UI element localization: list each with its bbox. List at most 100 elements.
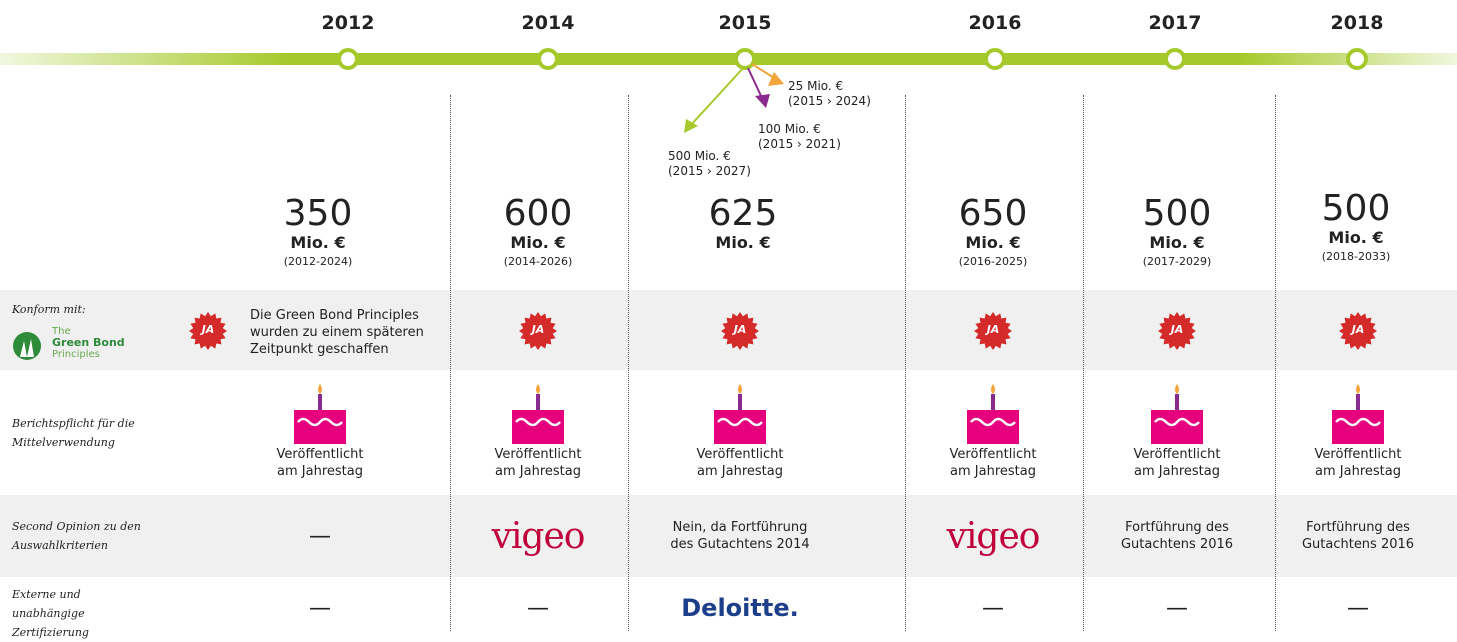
cell-text: Veröffentlicht am Jahrestag xyxy=(1314,447,1402,479)
cell-text: Veröffentlicht am Jahrestag xyxy=(696,447,784,479)
cake xyxy=(714,384,766,444)
badge-star xyxy=(721,312,759,350)
cell-text: Nein, da Fortführung des Gutachtens 2014 xyxy=(670,520,810,552)
issue: 600 Mio. € (2014-2026) xyxy=(468,195,608,271)
tranche: 25 Mio. € (2015 › 2024) xyxy=(788,79,871,109)
tranche-term: (2015 › 2024) xyxy=(788,94,871,108)
gbp-text: Principles xyxy=(52,349,100,360)
issue-amount: 500 xyxy=(1142,193,1212,234)
year-label: 2012 xyxy=(321,12,375,34)
badge-text: JA xyxy=(986,323,1000,336)
timeline-bar xyxy=(0,53,1457,65)
timeline-node xyxy=(734,48,756,70)
badge-star xyxy=(189,312,227,350)
tranche-amount: 100 Mio. € xyxy=(758,122,821,136)
cell-text: Fortführung des Gutachtens 2016 xyxy=(1301,520,1415,552)
badge-star xyxy=(974,312,1012,350)
cell-text: — xyxy=(982,595,1004,621)
issue-term: (2016-2025) xyxy=(958,255,1028,268)
issue-unit: Mio. € xyxy=(965,233,1021,252)
tranche-amount: 25 Mio. € xyxy=(788,79,844,93)
issue-unit: Mio. € xyxy=(1149,233,1205,252)
cake-icon xyxy=(710,380,770,446)
note: Die Green Bond Principles wurden zu eine… xyxy=(250,308,424,357)
badge-text: JA xyxy=(1351,323,1365,336)
badge: JA xyxy=(974,312,1012,350)
row-band xyxy=(0,495,1457,577)
issue-term: (2012-2024) xyxy=(283,255,353,268)
cell-text: Deloitte. xyxy=(681,593,799,622)
divider xyxy=(628,95,629,631)
timeline-node xyxy=(537,48,559,70)
year-label: 2016 xyxy=(968,12,1022,34)
cake-icon xyxy=(508,380,568,446)
divider xyxy=(905,95,906,631)
cell-text: Veröffentlicht am Jahrestag xyxy=(1133,447,1221,479)
timeline xyxy=(0,48,1457,133)
row-label: Konform mit: xyxy=(12,303,86,316)
issue: 500 Mio. € (2018-2033) xyxy=(1286,190,1426,266)
tranche: 100 Mio. € (2015 › 2021) xyxy=(758,122,841,152)
year-label: 2017 xyxy=(1148,12,1202,34)
badge-text: JA xyxy=(201,323,215,336)
issue-amount: 350 xyxy=(283,193,353,234)
badge: JA xyxy=(1339,312,1377,350)
issue-unit: Mio. € xyxy=(715,233,771,252)
badge: JA xyxy=(519,312,557,350)
issue-amount: 600 xyxy=(503,193,573,234)
cake xyxy=(967,384,1019,444)
tranche-amount: 500 Mio. € xyxy=(668,149,731,163)
timeline-node xyxy=(1346,48,1368,70)
issue-unit: Mio. € xyxy=(1328,228,1384,247)
badge: JA xyxy=(721,312,759,350)
cake-icon xyxy=(1328,380,1388,446)
cake xyxy=(1332,384,1384,444)
tranche-term: (2015 › 2027) xyxy=(668,164,751,178)
badge-text: JA xyxy=(531,323,545,336)
gbp-icon xyxy=(13,332,41,360)
cake-icon xyxy=(290,380,350,446)
issue-amount: 650 xyxy=(958,193,1028,234)
timeline-node xyxy=(337,48,359,70)
badge-star xyxy=(1339,312,1377,350)
cell-text: — xyxy=(309,523,331,549)
cell-text: vigeo xyxy=(946,515,1041,557)
cell-text: Fortführung des Gutachtens 2016 xyxy=(1120,520,1234,552)
cell-text: Veröffentlicht am Jahrestag xyxy=(276,447,364,479)
year-label: 2018 xyxy=(1330,12,1384,34)
issue: 500 Mio. € (2017-2029) xyxy=(1107,195,1247,271)
year-label: 2015 xyxy=(718,12,772,34)
divider xyxy=(450,95,451,631)
issue: 650 Mio. € (2016-2025) xyxy=(923,195,1063,271)
issue-amount: 625 xyxy=(708,193,778,234)
issue: 625 Mio. € xyxy=(673,195,813,253)
timeline-node xyxy=(984,48,1006,70)
cake xyxy=(512,384,564,444)
cell-text: — xyxy=(309,595,331,621)
badge: JA xyxy=(189,312,227,350)
issue-term: (2017-2029) xyxy=(1142,255,1212,268)
tranche-term: (2015 › 2021) xyxy=(758,137,841,151)
badge-text: JA xyxy=(1170,323,1184,336)
cake xyxy=(1151,384,1203,444)
badge-text: JA xyxy=(733,323,747,336)
issue-unit: Mio. € xyxy=(290,233,346,252)
issue-unit: Mio. € xyxy=(510,233,566,252)
row-label: Second Opinion zu den Auswahlkriterien xyxy=(12,520,141,552)
badge: JA xyxy=(1158,312,1196,350)
divider xyxy=(1083,95,1084,631)
cake-icon xyxy=(963,380,1023,446)
cell-text: vigeo xyxy=(491,515,586,557)
timeline-node xyxy=(1164,48,1186,70)
issue-amount: 500 xyxy=(1321,188,1391,229)
cake xyxy=(294,384,346,444)
tranche: 500 Mio. € (2015 › 2027) xyxy=(668,149,751,179)
cell-text: Veröffentlicht am Jahrestag xyxy=(949,447,1037,479)
badge-star xyxy=(1158,312,1196,350)
cell-text: — xyxy=(527,595,549,621)
cake-icon xyxy=(1147,380,1207,446)
cell-text: — xyxy=(1166,595,1188,621)
issue-term: (2014-2026) xyxy=(503,255,573,268)
gbp-text: Green Bond xyxy=(52,336,125,349)
cell-text: Veröffentlicht am Jahrestag xyxy=(494,447,582,479)
